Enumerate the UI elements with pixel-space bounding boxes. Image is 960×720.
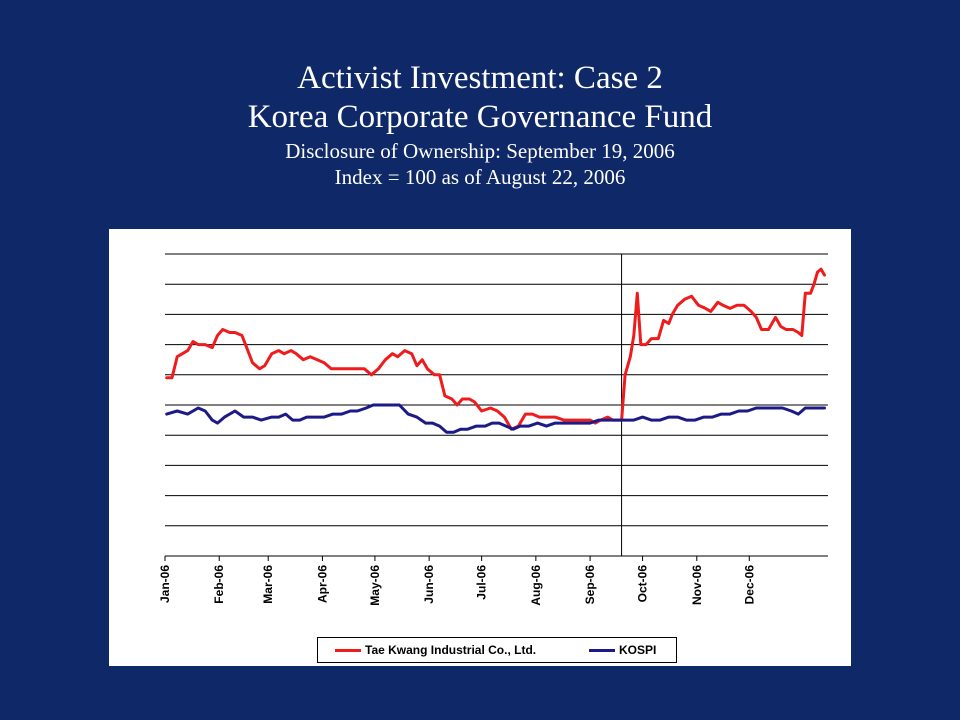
chart-panel: Jan-06 Feb-06 Mar-06 Apr-06 May-06 Jun-06 Jul-… xyxy=(109,229,851,666)
series-group xyxy=(165,267,826,434)
x-tick-label: Jul-06 xyxy=(475,565,489,600)
x-tick-label: Jun-06 xyxy=(422,565,436,604)
line-chart: Jan-06 Feb-06 Mar-06 Apr-06 May-06 Jun-06 Jul-… xyxy=(158,253,828,606)
disclosure-line: Disclosure of Ownership: September 19, 2… xyxy=(285,139,675,163)
x-axis: Jan-06 Feb-06 Mar-06 Apr-06 May-06 Jun-06 Jul-… xyxy=(158,555,828,606)
index-line: Index = 100 as of August 22, 2006 xyxy=(334,165,626,189)
legend-swatch-kospi xyxy=(589,648,615,652)
legend-item-tae-kwang: Tae Kwang Industrial Co., Ltd. xyxy=(335,642,536,658)
slide-titles: Activist Investment: Case 2 Korea Corpor… xyxy=(0,58,960,190)
gridlines xyxy=(165,253,828,527)
x-tick-label: Nov-06 xyxy=(690,565,704,605)
x-tick-label: Feb-06 xyxy=(212,565,226,604)
x-tick-label: Mar-06 xyxy=(261,565,275,604)
x-tick-label: Dec-06 xyxy=(742,565,756,605)
legend-swatch-tae-kwang xyxy=(335,648,361,652)
x-tick-label: Oct-06 xyxy=(636,565,650,603)
chart-legend: Tae Kwang Industrial Co., Ltd. KOSPI xyxy=(317,637,677,663)
x-tick-label: Apr-06 xyxy=(315,565,329,603)
legend-item-kospi: KOSPI xyxy=(589,642,656,658)
legend-label-tae-kwang: Tae Kwang Industrial Co., Ltd. xyxy=(365,643,537,657)
legend-label-kospi: KOSPI xyxy=(619,643,657,657)
slide-subtitle: Korea Corporate Governance Fund xyxy=(247,99,713,135)
slide-title: Activist Investment: Case 2 xyxy=(297,60,663,96)
x-tick-label: Aug-06 xyxy=(529,565,543,606)
series-line-kospi xyxy=(165,403,826,434)
x-tick-label: Sep-06 xyxy=(583,565,597,605)
x-tick-label: Jan-06 xyxy=(158,565,172,603)
x-tick-label: May-06 xyxy=(368,565,382,606)
